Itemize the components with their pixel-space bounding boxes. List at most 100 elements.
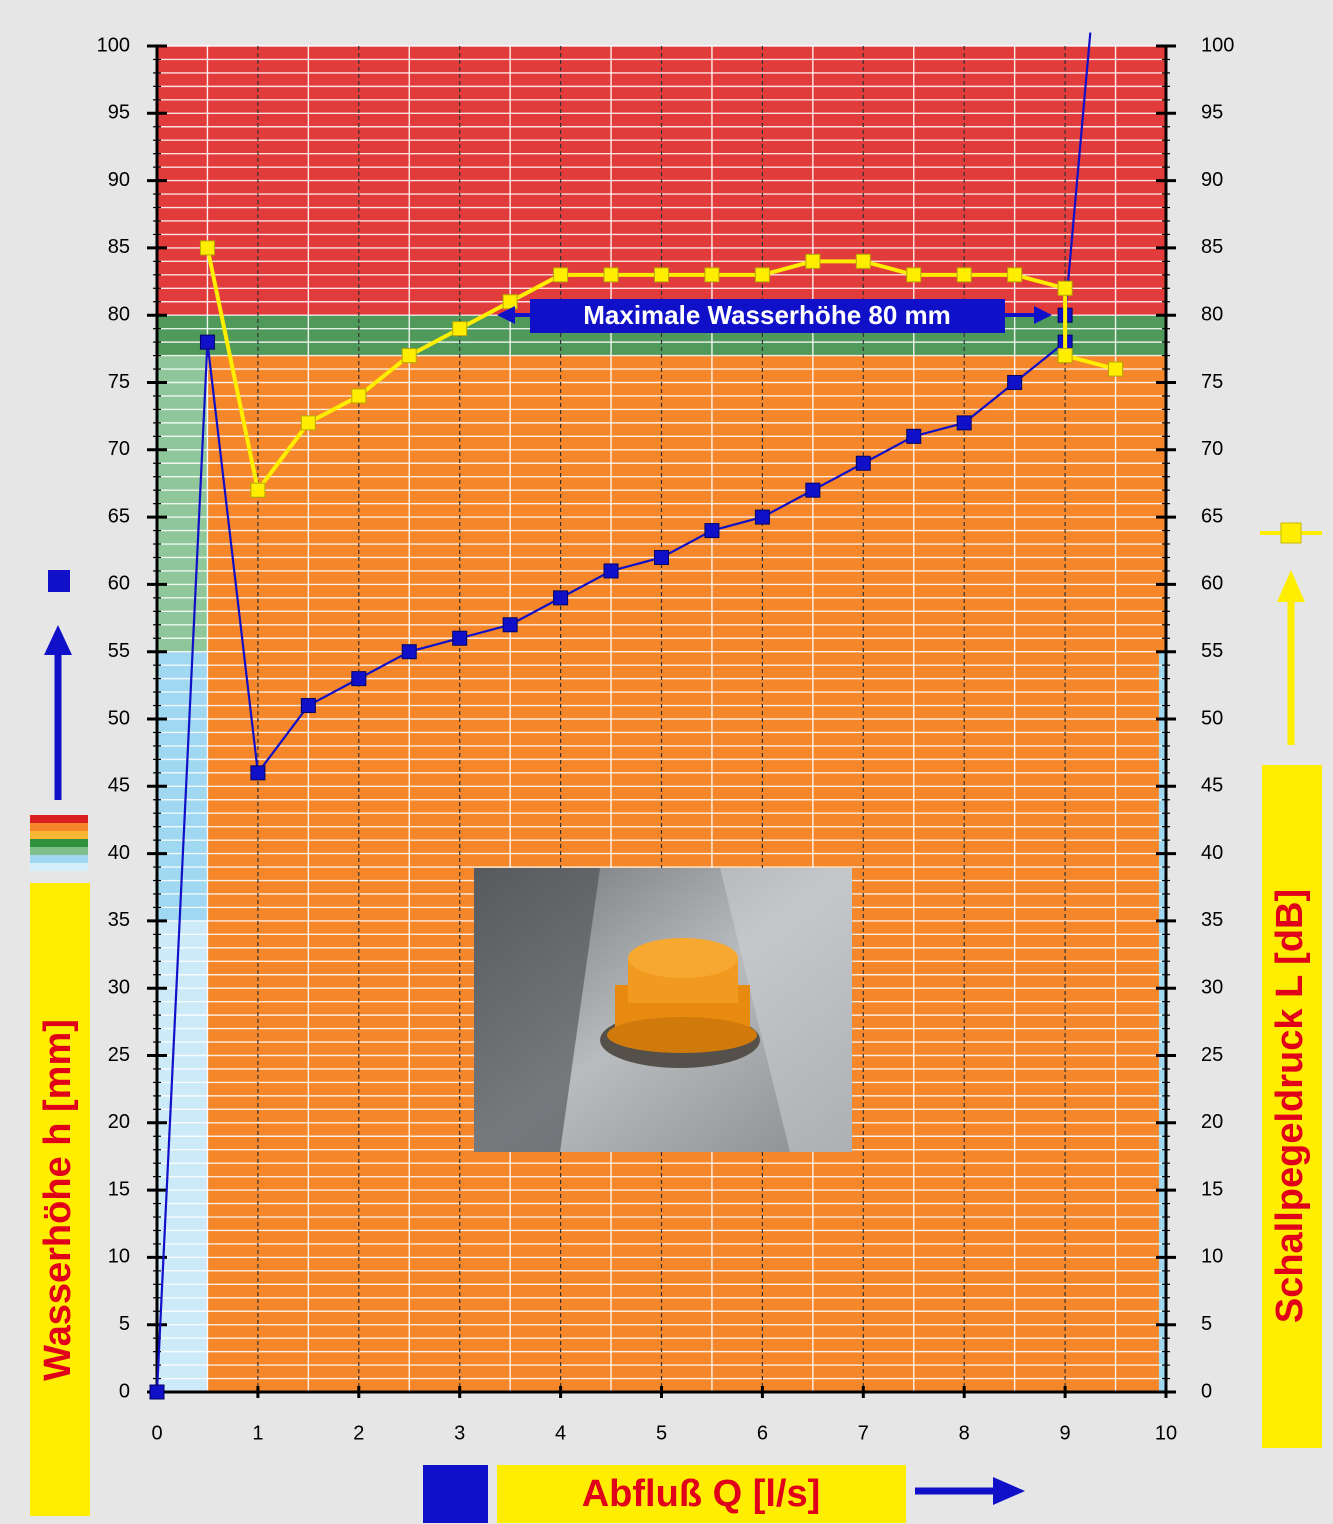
x-tick-label: 0 (151, 1422, 162, 1444)
y2-tick-label: 45 (1201, 775, 1223, 797)
marker (906, 428, 922, 444)
marker (603, 563, 619, 579)
x-tick-label: 4 (555, 1422, 566, 1444)
legend-marker (1280, 522, 1302, 544)
marker (351, 671, 367, 687)
series-line (205, 247, 1117, 493)
grid (156, 45, 1167, 1393)
y-tick-label: 30 (108, 976, 130, 998)
y-tick-label: 10 (108, 1246, 130, 1268)
y2-tick-label: 40 (1201, 842, 1223, 864)
y-tick-label: 65 (108, 505, 130, 527)
marker (906, 267, 922, 283)
marker (654, 549, 669, 565)
y2-tick-label: 65 (1201, 505, 1223, 527)
marker (805, 482, 821, 498)
y2-tick-label: 95 (1201, 102, 1223, 124)
arrow-head (1277, 570, 1305, 602)
y-tick-label: 25 (108, 1044, 130, 1066)
y2-tick-label: 80 (1201, 303, 1223, 325)
x-axis-label: Abfluß Q [l/s] (582, 1473, 821, 1515)
y2-tick-label: 100 (1201, 34, 1234, 56)
x-tick-label: 7 (858, 1422, 869, 1444)
marker (754, 509, 770, 525)
marker (351, 388, 367, 404)
marker (956, 267, 972, 283)
marker (956, 415, 972, 431)
marker (1108, 361, 1124, 377)
y2-tick-label: 75 (1201, 371, 1223, 393)
y2-tick-label: 25 (1201, 1044, 1223, 1066)
y2-tick-label: 35 (1201, 909, 1223, 931)
marker (704, 523, 720, 539)
y2-tick-label: 10 (1201, 1246, 1223, 1268)
y-tick-label: 45 (108, 775, 130, 797)
annotation: Maximale Wasserhöhe 80 mm (497, 299, 1052, 333)
marker (401, 348, 417, 364)
x-tick-label: 3 (454, 1422, 465, 1444)
y-tick-label: 95 (108, 102, 130, 124)
y2-tick-label: 60 (1201, 573, 1223, 595)
legend-marker (48, 570, 70, 592)
y-tick-label: 70 (108, 438, 130, 460)
marker (149, 1384, 165, 1400)
photo (474, 868, 852, 1152)
x-tick-label: 10 (1155, 1422, 1177, 1444)
marker (1057, 280, 1073, 296)
marker (300, 698, 316, 714)
legend-marker (423, 1465, 488, 1523)
marker (754, 267, 770, 283)
zone (1158, 651, 1166, 1392)
marker (502, 617, 518, 633)
y2-tick-label: 50 (1201, 707, 1223, 729)
y2-tick-label: 30 (1201, 976, 1223, 998)
marker (704, 267, 720, 283)
y2-tick-label: 70 (1201, 438, 1223, 460)
y2-tick-label: 5 (1201, 1313, 1212, 1335)
y-label-box (30, 883, 90, 1516)
marker (452, 321, 468, 337)
y-tick-label: 55 (108, 640, 130, 662)
x-tick-label: 5 (656, 1422, 667, 1444)
marker (502, 294, 518, 310)
x-tick-label: 9 (1060, 1422, 1071, 1444)
arrow-head (44, 625, 72, 655)
marker (603, 267, 619, 283)
y-tick-label: 0 (119, 1380, 130, 1402)
y-tick-label: 20 (108, 1111, 130, 1133)
y2-tick-label: 55 (1201, 640, 1223, 662)
y-tick-label: 80 (108, 303, 130, 325)
y-tick-label: 60 (108, 573, 130, 595)
y2-tick-label: 20 (1201, 1111, 1223, 1133)
y-axis-label: Wasserhöhe h [mm] (37, 1019, 79, 1381)
y-tick-label: 50 (108, 707, 130, 729)
marker (250, 765, 266, 781)
marker (1057, 348, 1073, 364)
marker (1007, 375, 1023, 390)
marker (452, 630, 468, 646)
y-tick-label: 75 (108, 371, 130, 393)
lines (149, 32, 1124, 1400)
y-tick-label: 85 (108, 236, 130, 258)
marker (553, 590, 569, 606)
marker (250, 482, 266, 498)
annotation-text: Maximale Wasserhöhe 80 mm (583, 300, 951, 330)
marker (855, 455, 871, 471)
y2-label-box (1262, 765, 1322, 1448)
color-key (30, 815, 88, 871)
y2-tick-label: 85 (1201, 236, 1223, 258)
marker (401, 644, 417, 660)
marker (199, 240, 215, 256)
y-tick-label: 90 (108, 169, 130, 191)
y2-tick-label: 0 (1201, 1380, 1212, 1402)
zone (157, 920, 208, 1392)
y2-tick-label: 90 (1201, 169, 1223, 191)
y-tick-label: 15 (108, 1178, 130, 1200)
x-tick-label: 6 (757, 1422, 768, 1444)
x-tick-label: 1 (252, 1422, 263, 1444)
y-tick-label: 35 (108, 909, 130, 931)
marker (855, 253, 871, 269)
y2-tick-label: 15 (1201, 1178, 1223, 1200)
y-tick-label: 100 (97, 34, 130, 56)
